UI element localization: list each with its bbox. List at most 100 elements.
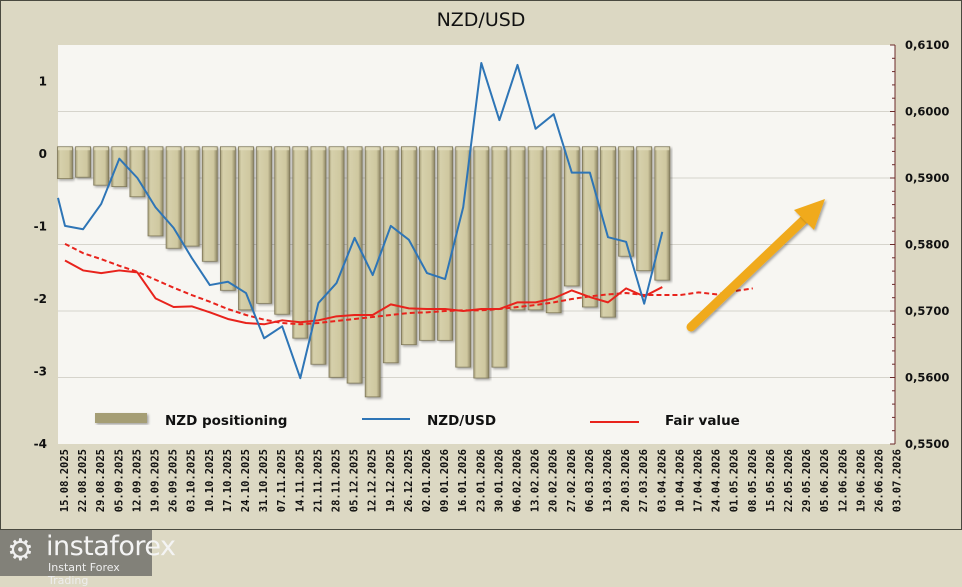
- x-tick-label: 05.09.2025: [113, 449, 125, 512]
- bar-bevel: [76, 147, 90, 150]
- left-tick-label: -3: [34, 365, 47, 379]
- right-axis: 0,6100 0,6000 0,5900 0,5800 0,5700 0,5600 0,55…: [890, 38, 949, 451]
- bar-bevel: [529, 147, 543, 150]
- x-tick-label: 10.04.2026: [674, 449, 686, 512]
- x-tick-label: 03.07.2026: [892, 449, 904, 512]
- right-tick-label: 0,5700: [905, 304, 949, 318]
- x-tick-label: 29.05.2026: [801, 449, 813, 512]
- bar-positioning: [510, 147, 525, 310]
- x-tick-label: 26.06.2026: [874, 449, 886, 512]
- bar-bevel: [275, 147, 289, 150]
- bar-positioning: [311, 147, 326, 365]
- x-tick-label: 21.11.2025: [312, 449, 324, 512]
- x-tick-label: 12.12.2025: [367, 449, 379, 512]
- x-tick-label: 20.03.2026: [620, 449, 632, 512]
- bar-positioning: [275, 147, 290, 314]
- x-tick-label: 13.03.2026: [602, 449, 614, 512]
- x-tick-label: 15.08.2025: [59, 449, 71, 512]
- bar-bevel: [239, 147, 253, 150]
- x-tick-label: 14.11.2025: [294, 449, 306, 512]
- bar-positioning: [546, 147, 561, 313]
- right-tick-label: 0,5800: [905, 238, 949, 252]
- x-tick-label: 26.12.2025: [403, 449, 415, 512]
- bar-bevel: [293, 147, 307, 150]
- bar-positioning: [401, 147, 416, 345]
- bar-bevel: [185, 147, 199, 150]
- x-tick-label: 30.01.2026: [493, 449, 505, 512]
- bar-positioning: [58, 147, 73, 179]
- bar-positioning: [582, 147, 597, 307]
- x-axis: 15.08.2025 22.08.2025 29.08.2025 05.09.2025…: [59, 449, 904, 512]
- x-tick-label: 06.03.2026: [584, 449, 596, 512]
- legend-label-nzdusd: NZD/USD: [427, 413, 496, 429]
- x-tick-label: 01.05.2026: [729, 449, 741, 512]
- bar-positioning: [202, 147, 217, 262]
- bar-positioning: [257, 147, 272, 304]
- x-tick-label: 15.05.2026: [765, 449, 777, 512]
- bar-positioning: [420, 147, 435, 341]
- x-tick-label: 12.06.2026: [837, 449, 849, 512]
- bar-positioning: [112, 147, 127, 187]
- legend-swatch-positioning: [95, 413, 147, 423]
- x-tick-label: 06.02.2026: [512, 449, 524, 512]
- left-axis: 10-1-2-3-4: [34, 75, 47, 452]
- x-tick-label: 24.04.2026: [711, 449, 723, 512]
- right-tick-label: 0,5500: [905, 437, 949, 451]
- bar-bevel: [348, 147, 362, 150]
- bar-positioning: [492, 147, 507, 367]
- bar-bevel: [565, 147, 579, 150]
- x-tick-label: 12.09.2025: [131, 449, 143, 512]
- bar-bevel: [311, 147, 325, 150]
- bar-positioning: [456, 147, 471, 367]
- bar-positioning: [148, 147, 163, 236]
- gear-icon: ⚙: [7, 536, 34, 566]
- right-tick-label: 0,6000: [905, 105, 949, 119]
- bar-bevel: [438, 147, 452, 150]
- chart-svg: 10-1-2-3-4 0,61000,60000,59000,58000,570…: [0, 0, 962, 530]
- bar-positioning: [76, 147, 91, 177]
- legend-label-fair-value: Fair value: [665, 413, 740, 429]
- bar-positioning: [347, 147, 362, 383]
- x-tick-label: 13.02.2026: [530, 449, 542, 512]
- bar-bevel: [474, 147, 488, 150]
- bar-positioning: [637, 147, 652, 271]
- right-tick-label: 0,5600: [905, 371, 949, 385]
- right-tick-label: 0,5900: [905, 171, 949, 185]
- bar-positioning: [383, 147, 398, 363]
- right-tick-label: 0,6100: [905, 38, 949, 52]
- x-tick-label: 22.08.2025: [77, 449, 89, 512]
- bar-positioning: [94, 147, 109, 185]
- bar-bevel: [637, 147, 651, 150]
- x-tick-label: 03.04.2026: [656, 449, 668, 512]
- bar-bevel: [203, 147, 217, 150]
- bar-positioning: [601, 147, 616, 317]
- bar-bevel: [130, 147, 144, 150]
- x-tick-label: 26.09.2025: [168, 449, 180, 512]
- bar-bevel: [511, 147, 525, 150]
- bar-positioning: [365, 147, 380, 397]
- bar-positioning: [239, 147, 254, 310]
- x-tick-label: 22.05.2026: [783, 449, 795, 512]
- x-tick-label: 27.03.2026: [638, 449, 650, 512]
- bar-positioning: [655, 147, 670, 280]
- left-tick-label: 0: [39, 147, 47, 161]
- left-tick-label: 1: [39, 75, 47, 89]
- bar-bevel: [492, 147, 506, 150]
- x-tick-label: 19.09.2025: [150, 449, 162, 512]
- bar-bevel: [257, 147, 271, 150]
- legend-label-positioning: NZD positioning: [165, 413, 287, 429]
- logo-tagline: Instant Forex Trading: [48, 561, 152, 587]
- x-tick-label: 05.06.2026: [819, 449, 831, 512]
- x-tick-label: 05.12.2025: [349, 449, 361, 512]
- bar-bevel: [601, 147, 615, 150]
- x-tick-label: 29.08.2025: [95, 449, 107, 512]
- bar-bevel: [221, 147, 235, 150]
- x-tick-label: 23.01.2026: [475, 449, 487, 512]
- x-tick-label: 08.05.2026: [747, 449, 759, 512]
- bar-bevel: [330, 147, 344, 150]
- bar-positioning: [564, 147, 579, 286]
- x-tick-label: 16.01.2026: [457, 449, 469, 512]
- bar-bevel: [655, 147, 669, 150]
- x-tick-label: 09.01.2026: [439, 449, 451, 512]
- x-tick-label: 19.06.2026: [855, 449, 867, 512]
